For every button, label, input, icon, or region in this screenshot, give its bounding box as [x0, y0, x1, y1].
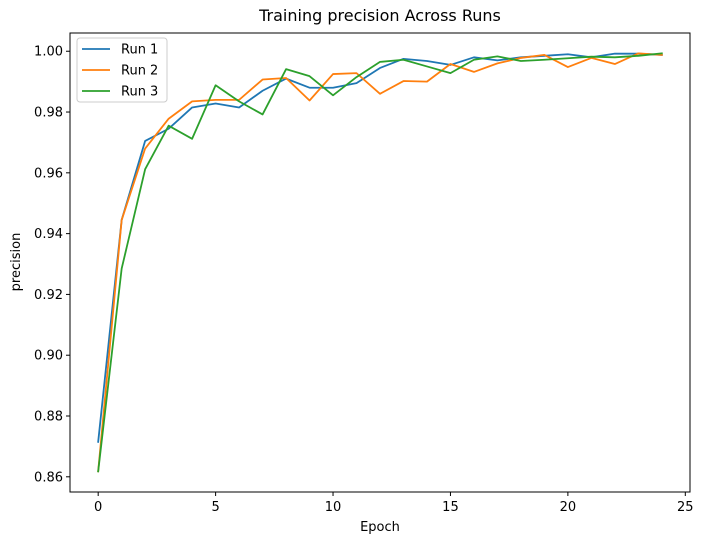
y-tick-label: 0.88 — [34, 410, 63, 425]
legend-label-run-2: Run 2 — [121, 64, 158, 79]
legend-box — [76, 37, 168, 103]
legend: Run 1 Run 2 Run 3 — [76, 37, 168, 103]
chart-title: Training precision Across Runs — [258, 6, 501, 25]
x-axis-ticks: 0 5 10 15 20 25 — [94, 492, 694, 515]
x-tick-label: 15 — [442, 500, 459, 515]
series-line-run-1 — [97, 52, 663, 443]
series-line-run-3 — [97, 52, 663, 473]
y-tick-label: 0.90 — [34, 349, 63, 364]
x-tick-label: 0 — [94, 500, 102, 515]
x-tick-label: 20 — [560, 500, 577, 515]
plot-area — [70, 33, 690, 492]
y-axis-ticks: 0.86 0.88 0.90 0.92 0.94 0.96 0.98 1.00 — [34, 45, 70, 485]
y-axis-label: precision — [9, 233, 24, 292]
y-tick-label: 1.00 — [34, 45, 63, 60]
y-tick-label: 0.96 — [34, 166, 63, 181]
legend-label-run-3: Run 3 — [121, 85, 158, 100]
y-tick-label: 0.94 — [34, 227, 63, 242]
x-axis-label: Epoch — [360, 520, 400, 535]
legend-label-run-1: Run 1 — [121, 43, 158, 58]
series-line-run-2 — [97, 52, 663, 473]
y-tick-label: 0.92 — [34, 288, 63, 303]
y-tick-label: 0.98 — [34, 106, 63, 121]
x-tick-label: 25 — [677, 500, 694, 515]
y-tick-label: 0.86 — [34, 470, 63, 485]
series-layer — [97, 52, 663, 473]
plot-frame — [69, 32, 691, 493]
x-tick-label: 10 — [325, 500, 342, 515]
x-tick-label: 5 — [211, 500, 219, 515]
